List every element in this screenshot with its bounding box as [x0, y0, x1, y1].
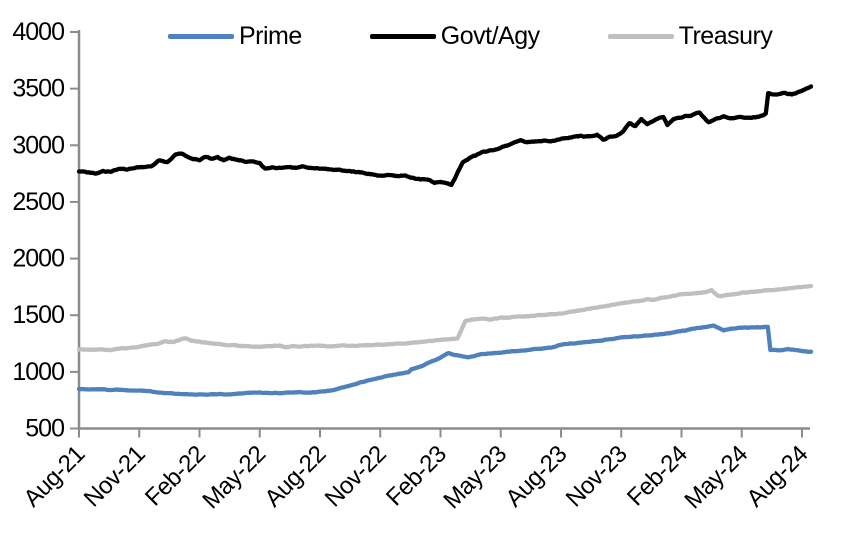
x-tick-label: May-23: [438, 441, 512, 515]
y-tick-label: 1500: [12, 301, 64, 329]
x-tick-label: Aug-23: [501, 441, 573, 513]
series-line-prime: [76, 323, 814, 397]
legend-item-treasury: Treasury: [607, 22, 773, 51]
series-line-govt-agy: [76, 84, 814, 188]
x-tick-label: Aug-24: [742, 441, 814, 513]
x-tick-label: Feb-24: [622, 441, 693, 512]
y-tick-label: 4000: [12, 18, 64, 46]
y-tick-label: 2000: [12, 245, 64, 273]
x-tick-label: Nov-22: [320, 441, 392, 513]
legend-item-govt-agy: Govt/Agy: [369, 22, 540, 51]
series-line-treasury: [76, 283, 814, 353]
legend-item-prime: Prime: [168, 22, 302, 51]
x-tick-label: May-22: [197, 441, 271, 515]
legend-swatch-icon: [369, 34, 436, 39]
x-tick-label: Feb-23: [381, 441, 452, 512]
y-tick-label: 500: [25, 415, 64, 443]
y-tick-label: 1000: [12, 358, 64, 386]
y-tick-label: 3500: [12, 75, 64, 103]
x-tick-label: Nov-21: [79, 441, 151, 513]
legend-label: Treasury: [678, 22, 773, 50]
legend-label: Govt/Agy: [440, 22, 540, 50]
y-tick-label: 2500: [12, 188, 64, 216]
legend-swatch-icon: [607, 34, 674, 39]
legend-swatch-icon: [168, 34, 234, 39]
x-tick-label: Nov-23: [561, 441, 633, 513]
x-tick-label: Aug-21: [19, 441, 91, 513]
x-tick-label: Feb-22: [140, 441, 211, 512]
y-tick-label: 3000: [12, 131, 64, 159]
x-tick-label: May-24: [679, 441, 753, 515]
x-tick-label: Aug-22: [260, 441, 332, 513]
legend: Prime Govt/Agy Treasury: [168, 22, 773, 51]
legend-label: Prime: [239, 22, 302, 50]
